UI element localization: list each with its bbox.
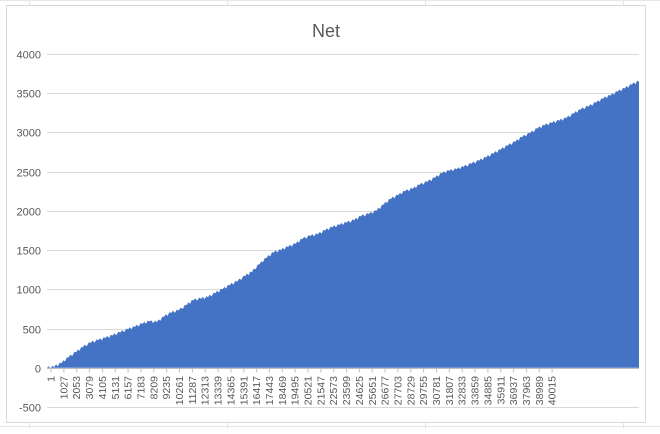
y-tick-label: 3500	[17, 89, 41, 101]
y-tick-label: -500	[19, 403, 41, 415]
x-tick-label: 37963	[521, 376, 533, 405]
x-tick-label: 25651	[367, 376, 379, 405]
x-tick-label: 7183	[135, 376, 147, 400]
x-tick-label: 10261	[174, 376, 186, 405]
x-tick-label: 1	[46, 376, 58, 382]
x-tick-label: 32833	[457, 376, 469, 405]
x-tick-label: 12313	[200, 376, 212, 405]
x-tick-label: 28729	[405, 376, 417, 405]
x-tick-label: 19495	[290, 376, 302, 405]
x-tick-label: 4105	[97, 376, 109, 400]
x-tick-label: 23599	[341, 376, 353, 405]
x-axis-ticks: 1 1027 2053 3079 4105 5131 6157 7183 8209 9235 102…	[46, 368, 559, 405]
x-tick-label: 17443	[264, 376, 276, 405]
x-tick-label: 21547	[315, 376, 327, 405]
x-tick-label: 26677	[380, 376, 392, 405]
x-tick-label: 33859	[470, 376, 482, 405]
chart-frame[interactable]: Net -500 0 500 1000 1500 2000 2500 3000 3500 4000…	[6, 5, 646, 423]
y-tick-label: 1500	[17, 246, 41, 258]
net-area-series	[47, 80, 639, 369]
x-tick-label: 14365	[225, 376, 237, 405]
x-tick-label: 9235	[161, 376, 173, 400]
y-tick-label: 1000	[17, 285, 41, 297]
x-tick-label: 15391	[238, 376, 250, 405]
x-tick-label: 8209	[148, 376, 160, 400]
x-tick-label: 13339	[213, 376, 225, 405]
x-tick-label: 22573	[328, 376, 340, 405]
x-tick-label: 36937	[508, 376, 520, 405]
y-axis-ticks: -500 0 500 1000 1500 2000 2500 3000 3500 4000	[17, 50, 41, 415]
x-tick-label: 3079	[84, 376, 96, 400]
x-tick-label: 30781	[431, 376, 443, 405]
x-tick-label: 18469	[277, 376, 289, 405]
x-tick-label: 35911	[495, 376, 507, 405]
x-tick-label: 11287	[187, 376, 199, 405]
x-tick-label: 6157	[123, 376, 135, 400]
y-tick-label: 0	[35, 364, 41, 376]
x-tick-label: 27703	[392, 376, 404, 405]
y-tick-label: 2000	[17, 207, 41, 219]
y-tick-label: 500	[23, 325, 41, 337]
x-tick-label: 40015	[547, 376, 559, 405]
x-tick-label: 34885	[482, 376, 494, 405]
y-tick-label: 2500	[17, 168, 41, 180]
x-tick-label: 5131	[110, 376, 122, 400]
chart-title: Net	[311, 21, 340, 41]
y-tick-label: 3000	[17, 128, 41, 140]
x-tick-label: 38989	[534, 376, 546, 405]
x-tick-label: 31807	[444, 376, 456, 405]
x-tick-label: 29755	[418, 376, 430, 405]
x-tick-label: 24625	[354, 376, 366, 405]
x-tick-label: 2053	[71, 376, 83, 400]
x-tick-label: 1027	[58, 376, 70, 400]
x-tick-label: 20521	[303, 376, 315, 405]
x-tick-label: 16417	[251, 376, 263, 405]
y-tick-label: 4000	[17, 50, 41, 62]
